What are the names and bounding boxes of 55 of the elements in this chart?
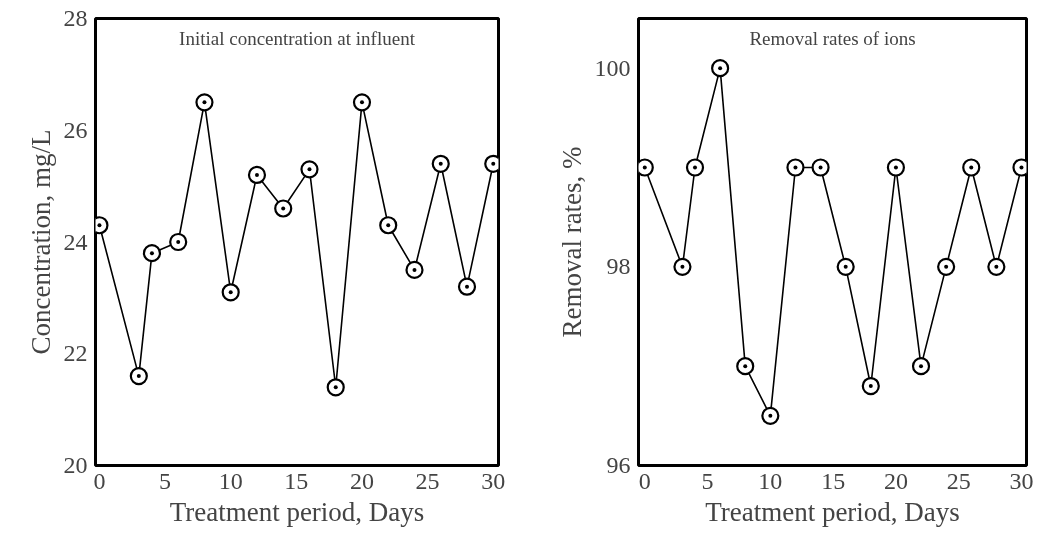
text: Removal rates of ions	[749, 27, 916, 49]
x-tick-label: 0	[93, 467, 106, 494]
point	[379, 216, 398, 235]
y-axis-title: Concentration, mg/L	[25, 129, 56, 355]
point	[247, 165, 267, 185]
x-axis-title: Treatment period, Days	[169, 496, 425, 527]
point	[987, 257, 1006, 276]
x-tick-label: 25	[946, 467, 971, 494]
y-axis-title: Removal rates, %	[556, 146, 587, 338]
point	[685, 158, 705, 177]
point	[911, 357, 931, 376]
point	[300, 160, 319, 179]
x-tick-label: 25	[415, 467, 440, 494]
x-tick-label: 15	[284, 467, 309, 494]
x-tick-label: 10	[758, 467, 783, 494]
point	[195, 93, 214, 112]
x-tick-label: 20	[349, 467, 374, 494]
point	[811, 158, 830, 177]
point	[274, 199, 293, 218]
point	[352, 93, 372, 112]
x-tick-label: 5	[159, 467, 172, 494]
text: Initial concentration at influent	[179, 27, 416, 49]
point	[405, 260, 424, 280]
point	[736, 357, 755, 376]
y-tick-label: 98	[606, 253, 631, 280]
x-tick-label: 20	[883, 467, 908, 494]
point	[129, 367, 148, 386]
y-tick-label: 26	[63, 116, 88, 143]
point	[673, 257, 692, 276]
y-tick-label: 28	[63, 5, 88, 31]
point	[761, 406, 780, 425]
point	[836, 257, 855, 276]
point	[937, 257, 956, 276]
point	[962, 158, 981, 177]
point	[457, 277, 477, 296]
x-tick-label: 30	[481, 467, 506, 494]
point	[169, 232, 188, 252]
point	[431, 154, 450, 173]
y-tick-label: 96	[606, 452, 631, 478]
point	[142, 244, 162, 263]
x-tick-label: 0	[638, 467, 651, 494]
x-tick-label: 5	[701, 467, 714, 494]
x-tick-label: 30	[1009, 467, 1034, 494]
point	[886, 158, 906, 177]
point	[711, 59, 730, 78]
x-tick-label: 10	[218, 467, 243, 494]
x-tick-label: 15	[821, 467, 846, 494]
y-tick-label: 24	[63, 228, 88, 255]
y-tick-label: 100	[594, 54, 631, 81]
point	[221, 283, 240, 302]
point	[326, 378, 345, 397]
point	[861, 376, 880, 396]
y-tick-label: 22	[63, 340, 88, 367]
x-axis-title: Treatment period, Days	[705, 496, 960, 527]
point	[786, 158, 805, 177]
